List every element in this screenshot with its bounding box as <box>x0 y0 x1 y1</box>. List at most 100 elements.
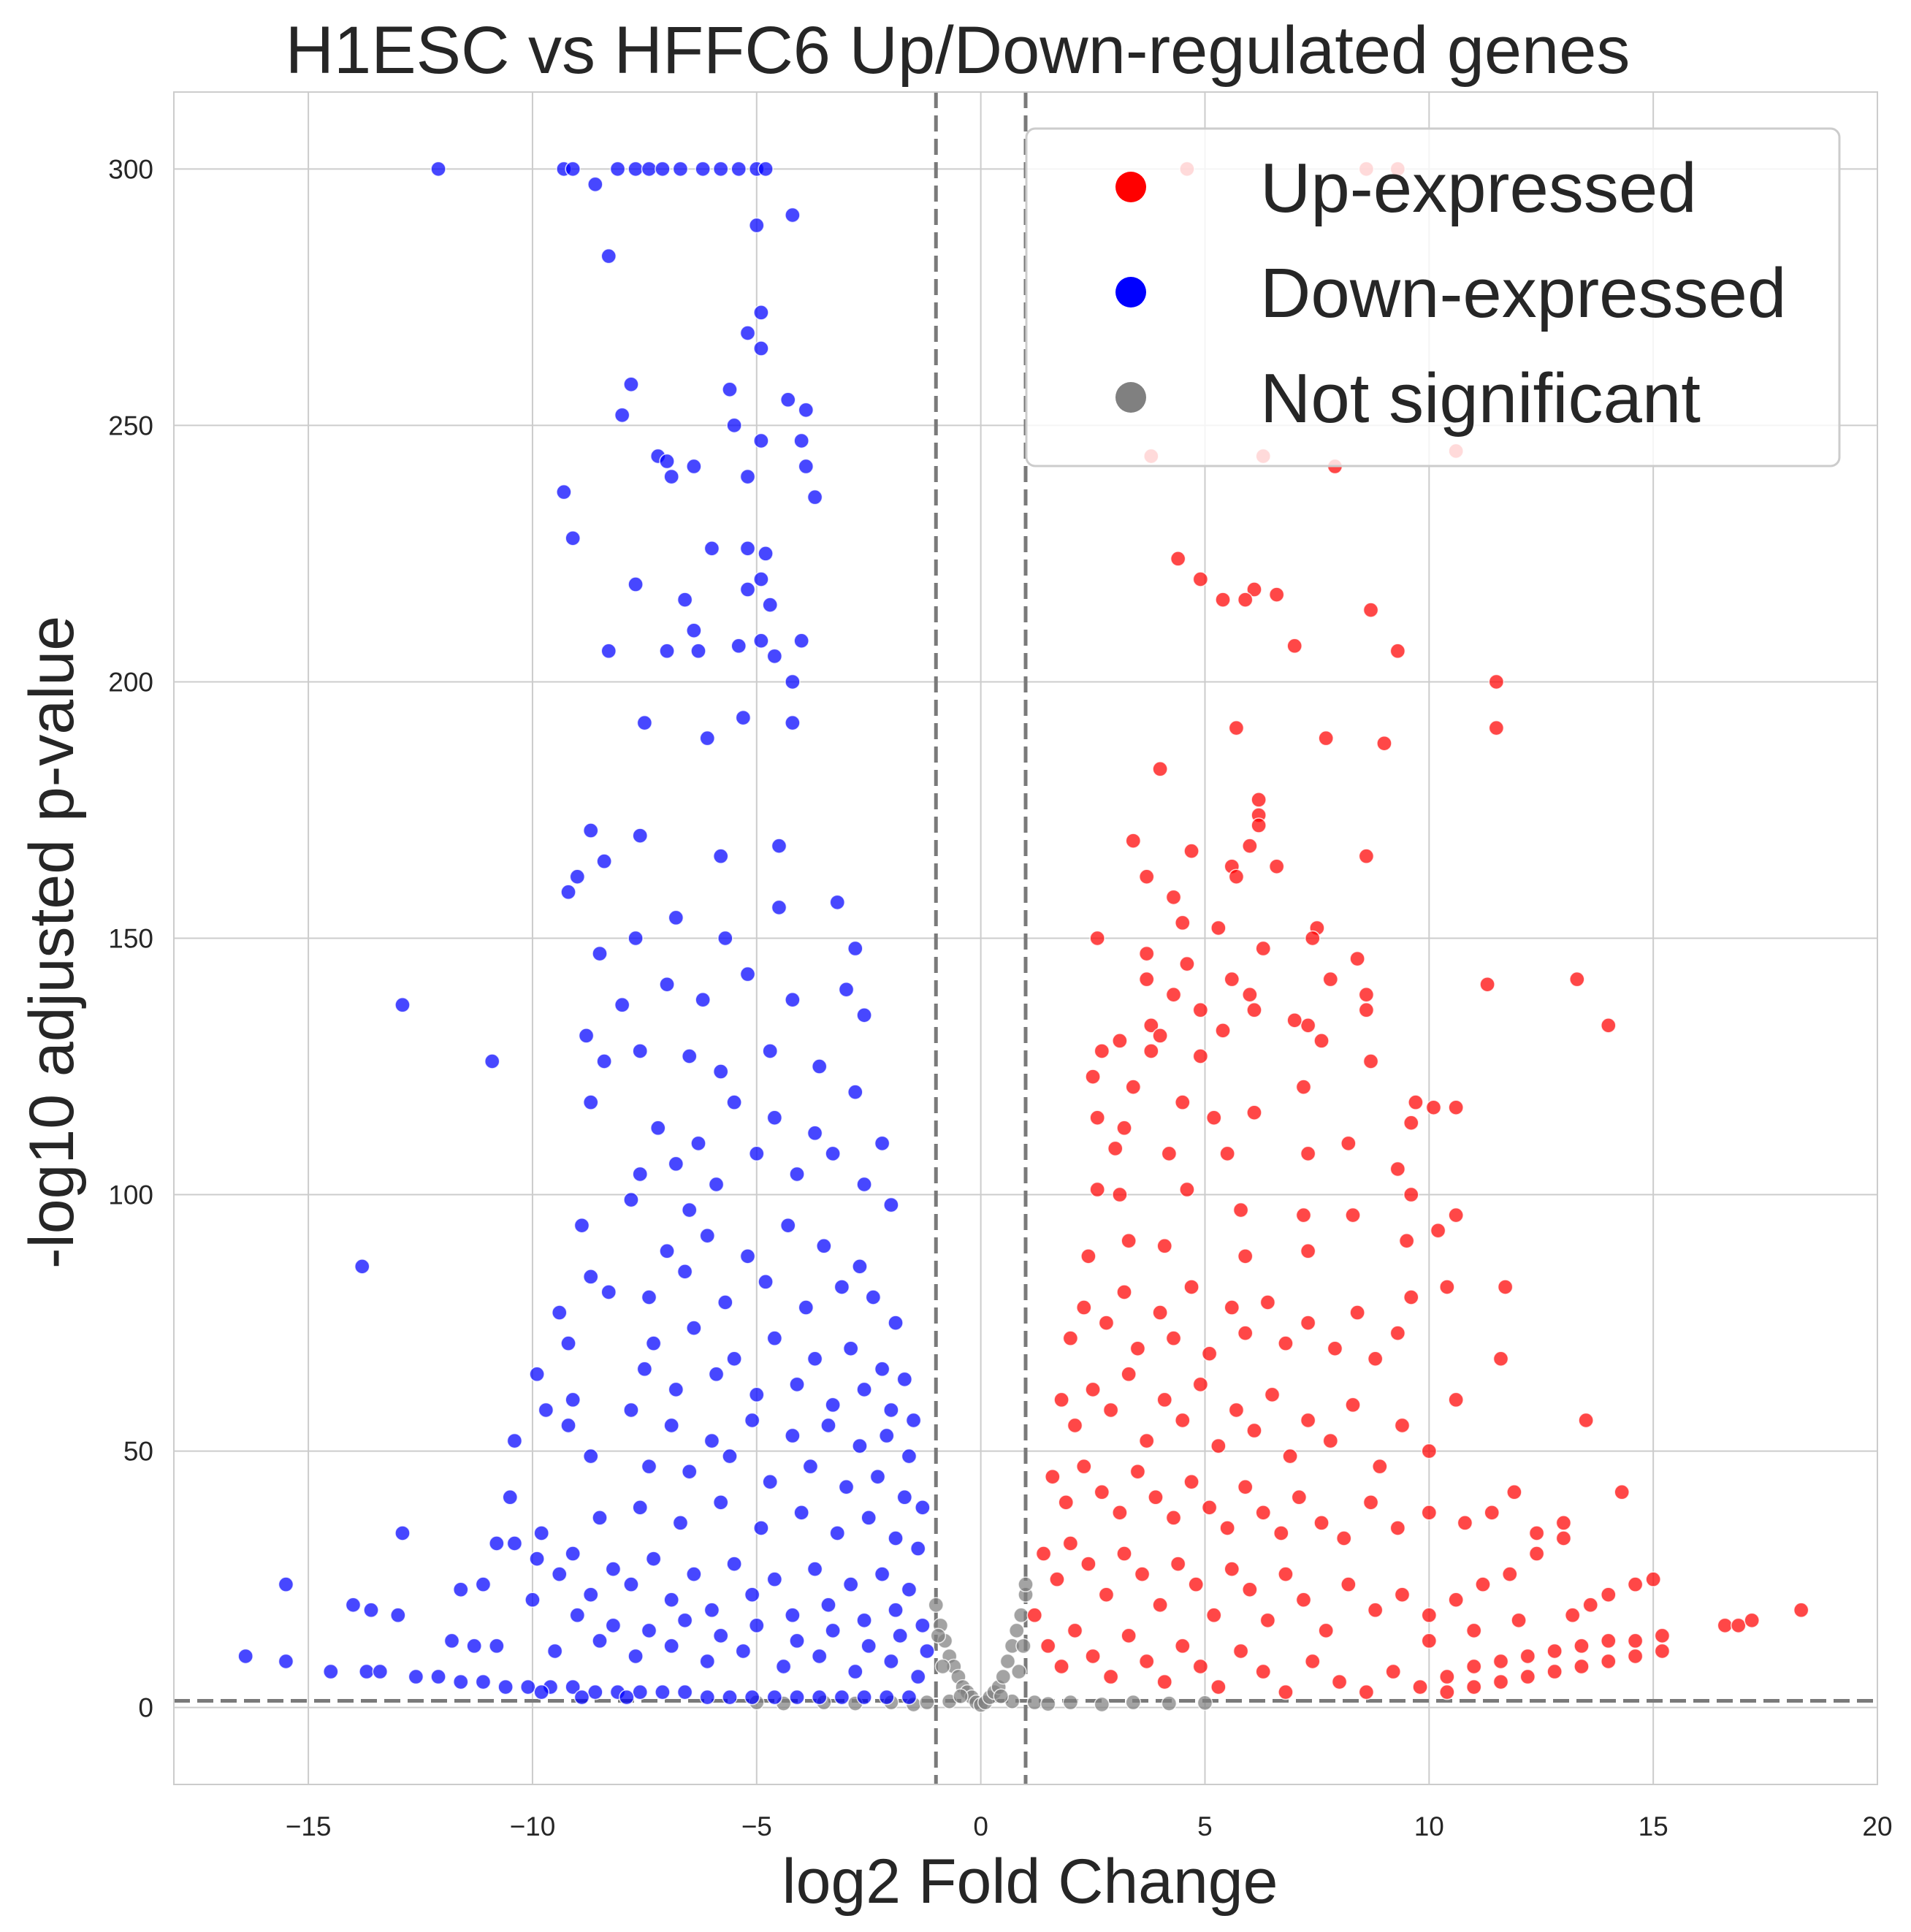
down-expressed-point <box>582 1269 599 1285</box>
down-expressed-point <box>690 1135 706 1152</box>
down-expressed-point <box>829 1525 846 1541</box>
up-expressed-point <box>1340 1135 1357 1152</box>
up-expressed-point <box>1094 1484 1110 1500</box>
down-expressed-point <box>905 1412 922 1429</box>
up-expressed-point <box>1121 1627 1137 1644</box>
down-expressed-point <box>668 1156 684 1172</box>
down-expressed-point <box>874 1361 890 1378</box>
down-expressed-point <box>811 1648 828 1665</box>
up-expressed-point <box>1152 1597 1168 1614</box>
down-expressed-point <box>766 1330 783 1346</box>
up-expressed-point <box>1421 1443 1438 1459</box>
down-expressed-point <box>829 894 846 911</box>
down-expressed-point <box>614 997 630 1013</box>
up-expressed-point <box>1219 1145 1235 1162</box>
up-expressed-point <box>1085 1381 1101 1398</box>
down-expressed-point <box>722 381 738 397</box>
up-expressed-point <box>1318 1622 1334 1639</box>
down-expressed-point <box>394 1525 411 1541</box>
down-expressed-point <box>582 822 599 839</box>
up-expressed-point <box>1385 1663 1401 1680</box>
not-significant-point <box>1094 1696 1110 1713</box>
up-expressed-point <box>1412 1679 1428 1695</box>
down-expressed-point <box>856 1176 872 1193</box>
down-expressed-point <box>749 1386 765 1403</box>
down-expressed-point <box>847 940 863 957</box>
up-expressed-point <box>1430 1222 1446 1239</box>
legend-label-down: Down-expressed <box>1260 254 1786 332</box>
up-expressed-point <box>1112 1505 1128 1521</box>
legend-marker-not-significant <box>1115 382 1146 413</box>
down-expressed-point <box>735 709 752 726</box>
down-expressed-point <box>573 1217 590 1234</box>
down-expressed-point <box>798 1299 815 1316</box>
down-expressed-point <box>592 1633 608 1649</box>
down-expressed-point <box>892 1627 908 1644</box>
down-expressed-point <box>901 1689 918 1706</box>
down-expressed-point <box>623 376 639 392</box>
up-expressed-point <box>1255 1505 1272 1521</box>
down-expressed-point <box>789 1689 805 1706</box>
not-significant-point <box>1197 1695 1213 1711</box>
up-expressed-point <box>1215 1023 1231 1039</box>
up-expressed-point <box>1546 1663 1563 1680</box>
up-expressed-point <box>1389 1520 1406 1536</box>
up-expressed-point <box>1224 971 1240 988</box>
up-expressed-point <box>1601 1653 1617 1670</box>
down-expressed-point <box>762 1043 778 1059</box>
down-expressed-point <box>359 1663 375 1680</box>
down-expressed-point <box>573 1689 590 1706</box>
down-expressed-point <box>565 161 581 177</box>
up-expressed-point <box>1282 1448 1298 1465</box>
down-expressed-point <box>758 1274 774 1290</box>
up-expressed-point <box>1053 1391 1069 1408</box>
down-expressed-point <box>739 468 756 485</box>
legend-label-up: Up-expressed <box>1260 149 1697 227</box>
down-expressed-point <box>699 730 716 747</box>
up-expressed-point <box>1425 1099 1442 1115</box>
up-expressed-point <box>1322 971 1339 988</box>
down-expressed-point <box>475 1673 492 1690</box>
down-expressed-point <box>811 1689 828 1706</box>
up-expressed-point <box>1116 1546 1132 1562</box>
up-expressed-point <box>1340 1576 1357 1592</box>
down-expressed-point <box>802 1458 819 1475</box>
down-expressed-point <box>556 484 572 500</box>
down-expressed-point <box>560 1417 576 1434</box>
down-expressed-point <box>915 1617 931 1634</box>
up-expressed-point <box>1246 1422 1262 1439</box>
down-expressed-point <box>852 1437 868 1454</box>
up-expressed-point <box>1574 1658 1590 1675</box>
down-expressed-point <box>484 1053 500 1069</box>
up-expressed-point <box>1295 1079 1312 1095</box>
up-expressed-point <box>1085 1648 1101 1665</box>
up-expressed-point <box>1165 889 1182 906</box>
y-axis-label: -log10 adjusted p-value <box>17 616 87 1269</box>
down-expressed-point <box>883 1196 899 1213</box>
down-expressed-point <box>278 1653 294 1670</box>
down-expressed-point <box>735 1643 752 1660</box>
down-expressed-point <box>789 1376 805 1393</box>
down-expressed-point <box>569 868 586 885</box>
up-expressed-point <box>1192 571 1209 587</box>
up-expressed-point <box>1300 1017 1316 1034</box>
not-significant-point <box>1040 1696 1056 1712</box>
down-expressed-point <box>663 468 679 485</box>
down-expressed-point <box>789 1166 805 1183</box>
up-expressed-point <box>1295 1207 1312 1223</box>
up-expressed-point <box>1394 1417 1411 1434</box>
down-expressed-point <box>762 597 778 613</box>
down-expressed-point <box>888 1530 904 1546</box>
down-expressed-point <box>731 638 747 654</box>
up-expressed-point <box>1094 1043 1110 1059</box>
down-expressed-point <box>806 1561 823 1577</box>
up-expressed-point <box>1138 945 1155 962</box>
down-expressed-point <box>453 1673 469 1690</box>
up-expressed-point <box>1098 1315 1115 1331</box>
up-expressed-point <box>1488 673 1505 690</box>
down-expressed-point <box>676 1264 693 1280</box>
up-expressed-point <box>1367 1351 1384 1367</box>
down-expressed-point <box>766 1571 783 1587</box>
down-expressed-point <box>856 1612 872 1629</box>
down-expressed-point <box>609 161 626 177</box>
